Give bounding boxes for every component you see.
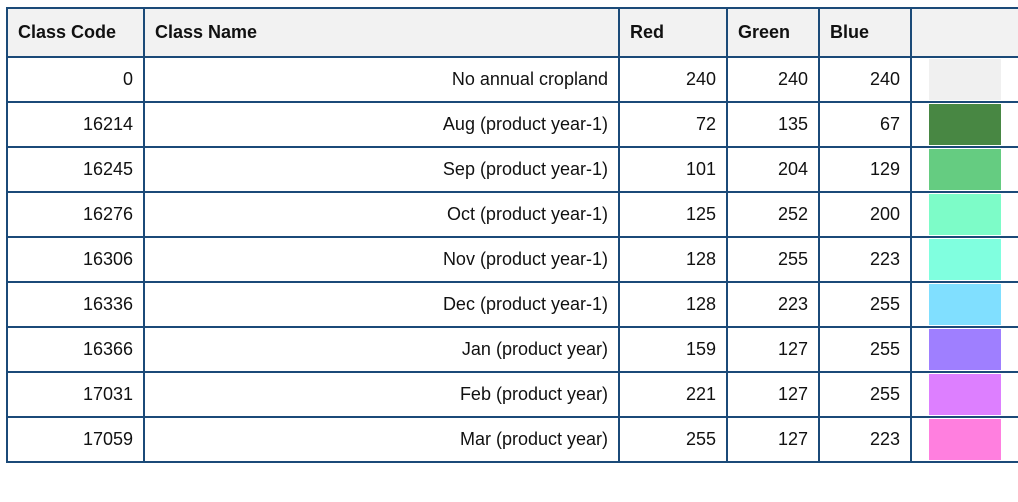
- color-swatch: [929, 104, 1001, 145]
- header-red: Red: [618, 7, 728, 58]
- cell-class-name: Feb (product year): [143, 371, 620, 418]
- cell-red: 72: [618, 101, 728, 148]
- cell-class-code: 16336: [6, 281, 145, 328]
- header-blue: Blue: [818, 7, 912, 58]
- table-row: 16366 Jan (product year) 159 127 255: [6, 326, 1018, 373]
- cell-blue: 223: [818, 416, 912, 463]
- cell-swatch: [910, 371, 1018, 418]
- header-class-name: Class Name: [143, 7, 620, 58]
- cell-green: 127: [726, 416, 820, 463]
- cell-blue: 67: [818, 101, 912, 148]
- cell-swatch: [910, 236, 1018, 283]
- cell-class-name: Jan (product year): [143, 326, 620, 373]
- cell-red: 255: [618, 416, 728, 463]
- cell-swatch: [910, 101, 1018, 148]
- cell-red: 128: [618, 236, 728, 283]
- cell-swatch: [910, 146, 1018, 193]
- cell-class-name: Aug (product year-1): [143, 101, 620, 148]
- cell-green: 252: [726, 191, 820, 238]
- cell-blue: 255: [818, 326, 912, 373]
- cell-blue: 223: [818, 236, 912, 283]
- header-class-code: Class Code: [6, 7, 145, 58]
- header-green: Green: [726, 7, 820, 58]
- cell-class-code: 16245: [6, 146, 145, 193]
- cell-swatch: [910, 326, 1018, 373]
- table-row: 17059 Mar (product year) 255 127 223: [6, 416, 1018, 463]
- cell-class-code: 16306: [6, 236, 145, 283]
- color-swatch: [929, 284, 1001, 325]
- cell-class-code: 16214: [6, 101, 145, 148]
- cell-green: 127: [726, 326, 820, 373]
- table-row: 16214 Aug (product year-1) 72 135 67: [6, 101, 1018, 148]
- cell-red: 159: [618, 326, 728, 373]
- cell-green: 135: [726, 101, 820, 148]
- color-swatch: [929, 149, 1001, 190]
- color-swatch: [929, 239, 1001, 280]
- table-row: 16306 Nov (product year-1) 128 255 223: [6, 236, 1018, 283]
- cell-swatch: [910, 56, 1018, 103]
- cell-class-name: Oct (product year-1): [143, 191, 620, 238]
- cell-class-name: No annual cropland: [143, 56, 620, 103]
- cell-class-name: Mar (product year): [143, 416, 620, 463]
- cell-green: 255: [726, 236, 820, 283]
- table-row: 16245 Sep (product year-1) 101 204 129: [6, 146, 1018, 193]
- cell-swatch: [910, 191, 1018, 238]
- cell-class-name: Sep (product year-1): [143, 146, 620, 193]
- cell-red: 128: [618, 281, 728, 328]
- color-swatch: [929, 374, 1001, 415]
- color-swatch: [929, 419, 1001, 460]
- cell-red: 221: [618, 371, 728, 418]
- cell-green: 240: [726, 56, 820, 103]
- cell-red: 240: [618, 56, 728, 103]
- cell-class-name: Dec (product year-1): [143, 281, 620, 328]
- color-swatch: [929, 59, 1001, 100]
- cell-class-code: 16366: [6, 326, 145, 373]
- color-swatch: [929, 194, 1001, 235]
- cell-green: 204: [726, 146, 820, 193]
- cell-green: 127: [726, 371, 820, 418]
- color-swatch: [929, 329, 1001, 370]
- color-class-table: Class Code Class Name Red Green Blue 0 N…: [6, 7, 1018, 463]
- table-row: 17031 Feb (product year) 221 127 255: [6, 371, 1018, 418]
- cell-class-code: 17031: [6, 371, 145, 418]
- cell-blue: 255: [818, 371, 912, 418]
- cell-swatch: [910, 281, 1018, 328]
- color-table-container: Class Code Class Name Red Green Blue 0 N…: [6, 7, 1018, 463]
- header-swatch: [910, 7, 1018, 58]
- cell-class-code: 0: [6, 56, 145, 103]
- header-row: Class Code Class Name Red Green Blue: [6, 7, 1018, 58]
- cell-blue: 255: [818, 281, 912, 328]
- cell-blue: 129: [818, 146, 912, 193]
- cell-blue: 240: [818, 56, 912, 103]
- cell-blue: 200: [818, 191, 912, 238]
- cell-swatch: [910, 416, 1018, 463]
- table-row: 0 No annual cropland 240 240 240: [6, 56, 1018, 103]
- cell-class-code: 16276: [6, 191, 145, 238]
- cell-green: 223: [726, 281, 820, 328]
- cell-class-code: 17059: [6, 416, 145, 463]
- cell-class-name: Nov (product year-1): [143, 236, 620, 283]
- cell-red: 125: [618, 191, 728, 238]
- cell-red: 101: [618, 146, 728, 193]
- table-row: 16276 Oct (product year-1) 125 252 200: [6, 191, 1018, 238]
- table-row: 16336 Dec (product year-1) 128 223 255: [6, 281, 1018, 328]
